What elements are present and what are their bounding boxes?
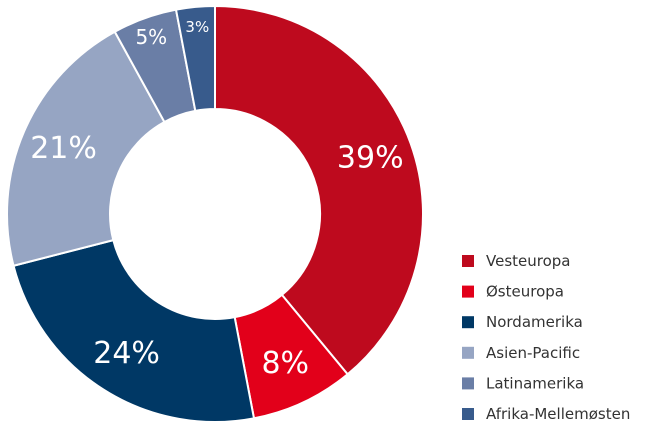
legend-label: Afrika-Mellemøsten	[486, 405, 630, 423]
legend-label: Latinamerika	[486, 374, 584, 392]
legend-label: Vesteuropa	[486, 252, 571, 270]
data-label: 3%	[185, 18, 209, 36]
data-label: 5%	[135, 25, 167, 49]
legend-swatch	[462, 255, 474, 267]
data-label: 8%	[261, 346, 309, 381]
legend-swatch	[462, 346, 474, 359]
donut-segment	[214, 4, 424, 376]
legend-swatch	[462, 316, 474, 329]
legend-swatch	[462, 285, 474, 298]
donut-segment	[174, 4, 216, 113]
data-label: 24%	[93, 336, 160, 371]
data-label: 39%	[337, 141, 404, 176]
donut-segment	[6, 30, 166, 267]
legend-swatch	[462, 408, 474, 420]
legend-label: Nordamerika	[486, 313, 583, 331]
data-label: 21%	[30, 131, 97, 166]
legend-swatch	[462, 377, 474, 390]
legend-label: Østeuropa	[486, 283, 564, 301]
legend-label: Asien-Pacific	[486, 344, 580, 362]
donut-segment	[12, 238, 256, 423]
